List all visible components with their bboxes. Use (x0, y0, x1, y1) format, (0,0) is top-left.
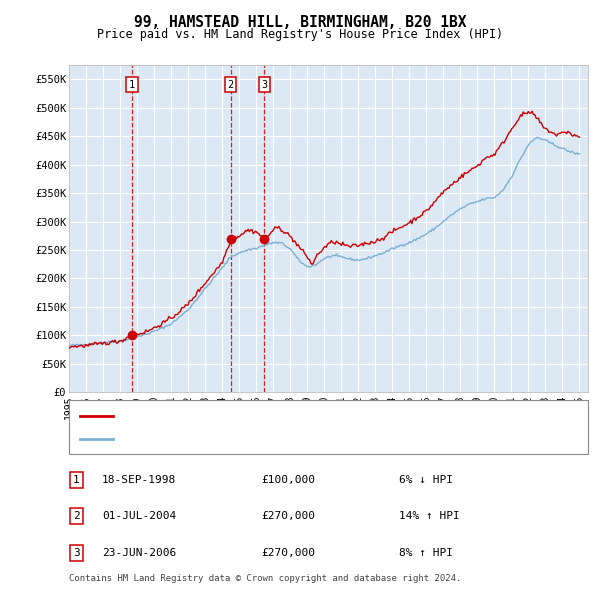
Text: 99, HAMSTEAD HILL, BIRMINGHAM, B20 1BX: 99, HAMSTEAD HILL, BIRMINGHAM, B20 1BX (134, 15, 466, 30)
Text: £270,000: £270,000 (261, 548, 315, 558)
Text: HPI: Average price, detached house, Birmingham: HPI: Average price, detached house, Birm… (120, 434, 407, 444)
Text: 14% ↑ HPI: 14% ↑ HPI (399, 512, 460, 521)
Text: 01-JUL-2004: 01-JUL-2004 (102, 512, 176, 521)
Text: 1: 1 (129, 80, 135, 90)
Text: Price paid vs. HM Land Registry's House Price Index (HPI): Price paid vs. HM Land Registry's House … (97, 28, 503, 41)
Text: 8% ↑ HPI: 8% ↑ HPI (399, 548, 453, 558)
Text: 6% ↓ HPI: 6% ↓ HPI (399, 475, 453, 484)
Text: 1: 1 (73, 475, 80, 484)
Text: 23-JUN-2006: 23-JUN-2006 (102, 548, 176, 558)
Text: 18-SEP-1998: 18-SEP-1998 (102, 475, 176, 484)
Text: 2: 2 (73, 512, 80, 521)
Text: 99, HAMSTEAD HILL, BIRMINGHAM, B20 1BX (detached house): 99, HAMSTEAD HILL, BIRMINGHAM, B20 1BX (… (120, 411, 464, 421)
Text: £100,000: £100,000 (261, 475, 315, 484)
Text: Contains HM Land Registry data © Crown copyright and database right 2024.: Contains HM Land Registry data © Crown c… (69, 574, 461, 583)
Text: 3: 3 (261, 80, 268, 90)
Text: £270,000: £270,000 (261, 512, 315, 521)
Text: 2: 2 (227, 80, 234, 90)
Text: 3: 3 (73, 548, 80, 558)
